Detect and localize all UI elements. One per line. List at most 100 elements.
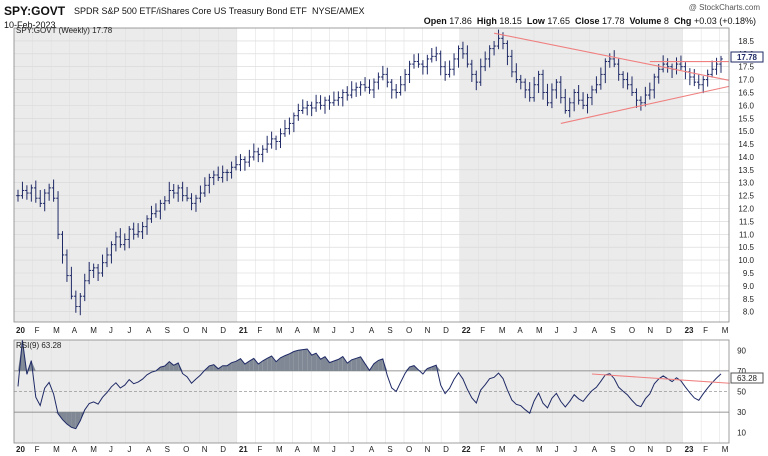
ohlc-bar bbox=[234, 155, 238, 171]
rsi-x-tick-label: O bbox=[406, 445, 412, 454]
rsi-last-tag bbox=[730, 372, 764, 384]
price-panel-frame bbox=[13, 27, 730, 323]
rsi-x-tick-label: F bbox=[257, 445, 262, 454]
ohlc-bar bbox=[225, 169, 229, 182]
ohlc-bar bbox=[692, 69, 697, 87]
ohlc-bar bbox=[345, 86, 350, 101]
ohlc-bar bbox=[563, 88, 568, 114]
ohlc-bar bbox=[25, 185, 29, 200]
price-x-tick-label: S bbox=[387, 326, 392, 335]
ohlc-bar bbox=[625, 72, 630, 90]
ohlc-bar bbox=[478, 58, 483, 86]
rsi-x-tick-label: D bbox=[220, 445, 226, 454]
rsi-x-tick-label: J bbox=[332, 445, 336, 454]
ohlc-bar bbox=[180, 181, 185, 202]
ohlc-bar bbox=[185, 186, 189, 202]
price-x-tick-label: F bbox=[703, 326, 708, 335]
price-x-tick-label: 21 bbox=[239, 326, 248, 335]
rsi-x-tick-label: D bbox=[666, 445, 672, 454]
rsi-overbought-area bbox=[360, 356, 366, 371]
rsi-overbought-area bbox=[284, 353, 290, 371]
ohlc-bar bbox=[665, 58, 670, 73]
ohlc-bar bbox=[16, 189, 20, 202]
ohlc-bar bbox=[238, 154, 243, 172]
ohlc-bar bbox=[443, 61, 447, 81]
ohlc-bar bbox=[354, 82, 358, 97]
rsi-line-group bbox=[17, 339, 722, 430]
price-y-tick-label: 17.5 bbox=[738, 63, 754, 72]
ohlc-bar bbox=[38, 190, 43, 208]
chg-value: +0.03 (+0.18%) bbox=[693, 16, 756, 26]
ohlc-bar bbox=[456, 45, 461, 68]
ohlc-bar bbox=[447, 60, 452, 78]
rsi-x-tick-label: S bbox=[165, 445, 170, 454]
rsi-x-tick-label: A bbox=[295, 445, 301, 454]
ohlc-bar bbox=[492, 40, 496, 56]
ohlc-bar bbox=[652, 73, 657, 99]
rsi-overbought-area bbox=[253, 358, 259, 371]
chg-label: Chg bbox=[673, 16, 692, 26]
ohlc-bar bbox=[100, 254, 105, 277]
ohlc-bar bbox=[158, 199, 163, 220]
ohlc-bar bbox=[536, 70, 541, 94]
rsi-overbought-area bbox=[289, 351, 294, 371]
volume-label: Volume bbox=[629, 16, 662, 26]
ohlc-bar bbox=[705, 69, 710, 87]
ohlc-bar bbox=[505, 40, 510, 66]
open-value: 17.86 bbox=[449, 16, 472, 26]
rsi-x-tick-label: M bbox=[276, 445, 283, 454]
ohlc-bar bbox=[265, 135, 269, 153]
ohlc-bar bbox=[429, 48, 434, 63]
price-x-tick-label: S bbox=[610, 326, 615, 335]
price-x-tick-label: 20 bbox=[16, 326, 25, 335]
rsi-oversold-area bbox=[529, 412, 535, 414]
rsi-x-tick-label: J bbox=[127, 445, 131, 454]
ohlc-bar bbox=[367, 79, 372, 94]
ohlc-bar bbox=[278, 128, 283, 149]
ohlc-bar bbox=[292, 112, 296, 133]
rsi-x-tick-label: J bbox=[350, 445, 354, 454]
price-y-tick-label: 8.0 bbox=[743, 308, 755, 317]
rsi-overbought-area bbox=[227, 362, 232, 371]
ohlc-bar bbox=[176, 184, 180, 202]
ohlc-bar bbox=[710, 60, 714, 78]
rsi-x-tick-label: F bbox=[703, 445, 708, 454]
close-label: Close bbox=[574, 16, 600, 26]
open-label: Open bbox=[423, 16, 447, 26]
rsi-oversold-area bbox=[71, 412, 76, 429]
security-name: SPDR S&P 500 ETF/iShares Core US Treasur… bbox=[74, 6, 364, 16]
ohlc-bar bbox=[679, 55, 683, 71]
rsi-x-tick-label: M bbox=[90, 445, 97, 454]
ohlc-bar bbox=[470, 59, 474, 82]
rsi-x-tick-label: A bbox=[592, 445, 598, 454]
ohlc-bar bbox=[154, 203, 158, 218]
ohlc-bar bbox=[114, 231, 118, 252]
ohlc-bar bbox=[656, 64, 661, 84]
ohlc-bar bbox=[65, 249, 69, 282]
ohlc-bar bbox=[425, 54, 430, 75]
ohlc-bar bbox=[78, 293, 83, 316]
rsi-oversold-area bbox=[62, 412, 67, 424]
rsi-gridlines bbox=[13, 340, 729, 443]
rsi-x-tick-label: N bbox=[647, 445, 653, 454]
ohlc-bar bbox=[349, 81, 354, 99]
rsi-x-tick-label: 22 bbox=[462, 445, 471, 454]
ohlc-bar bbox=[127, 226, 132, 249]
rsi-x-tick-label: N bbox=[425, 445, 431, 454]
price-x-tick-label: J bbox=[332, 326, 336, 335]
price-x-tick-label: J bbox=[350, 326, 354, 335]
ohlc-bar bbox=[145, 215, 149, 235]
price-x-tick-label: S bbox=[165, 326, 170, 335]
ohlc-bar bbox=[643, 86, 648, 107]
ohlc-bar bbox=[696, 74, 701, 89]
ohlc-bar bbox=[389, 79, 394, 99]
ohlc-bar bbox=[29, 184, 34, 202]
ohlc-bar bbox=[572, 89, 576, 112]
rsi-overbought-area bbox=[240, 358, 245, 371]
ohlc-bar bbox=[421, 60, 425, 75]
price-x-tick-label: F bbox=[480, 326, 485, 335]
price-x-tick-label: O bbox=[629, 326, 635, 335]
rsi-x-tick-label: M bbox=[722, 445, 729, 454]
ohlc-bar bbox=[140, 221, 145, 239]
rsi-x-tick-label: M bbox=[536, 445, 543, 454]
